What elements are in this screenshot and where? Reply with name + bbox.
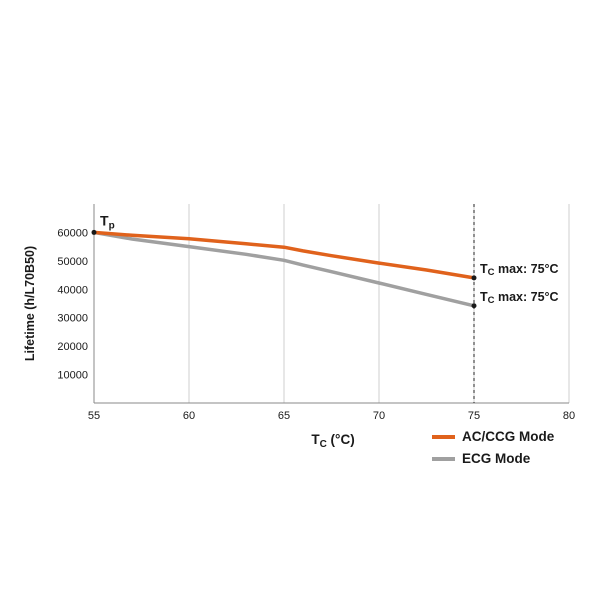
- tp-point: [91, 229, 97, 235]
- y-tick-label: 60000: [57, 227, 88, 239]
- series-line: [92, 230, 476, 308]
- y-tick-label: 40000: [57, 284, 88, 296]
- tick-labels: 55 60 65 70 75 80 10000 20000 30000 40000 50000 600…: [57, 227, 575, 422]
- tc-max-label: TC max: 75°C: [480, 262, 559, 278]
- legend-label: AC/CCG Mode: [462, 429, 555, 444]
- grid-lines: [188, 204, 570, 403]
- x-axis-label: TC (°C): [311, 432, 354, 450]
- x-tick-label: 75: [468, 410, 480, 422]
- y-axis-label: Lifetime (h/L70B50): [23, 246, 37, 361]
- y-tick-label: 30000: [57, 313, 88, 325]
- x-tick-label: 60: [183, 410, 195, 422]
- max-point: [471, 303, 477, 309]
- legend-label: ECG Mode: [462, 451, 531, 466]
- y-tick-label: 50000: [57, 256, 88, 268]
- series-lines: [92, 230, 476, 308]
- tp-label: Tp: [100, 212, 115, 231]
- annotations: Tp TC max: 75°C TC max: 75°C: [100, 212, 559, 305]
- y-tick-label: 20000: [57, 341, 88, 353]
- x-tick-label: 65: [278, 410, 290, 422]
- x-tick-label: 55: [88, 410, 100, 422]
- annotation-points: [91, 229, 477, 309]
- axes: [93, 204, 569, 404]
- x-tick-label: 70: [373, 410, 385, 422]
- tc-max-label: TC max: 75°C: [480, 290, 559, 306]
- y-tick-label: 10000: [57, 370, 88, 382]
- series-line: [92, 230, 476, 280]
- x-tick-label: 80: [563, 410, 575, 422]
- max-point: [471, 275, 477, 281]
- legend: AC/CCG Mode ECG Mode: [432, 429, 555, 466]
